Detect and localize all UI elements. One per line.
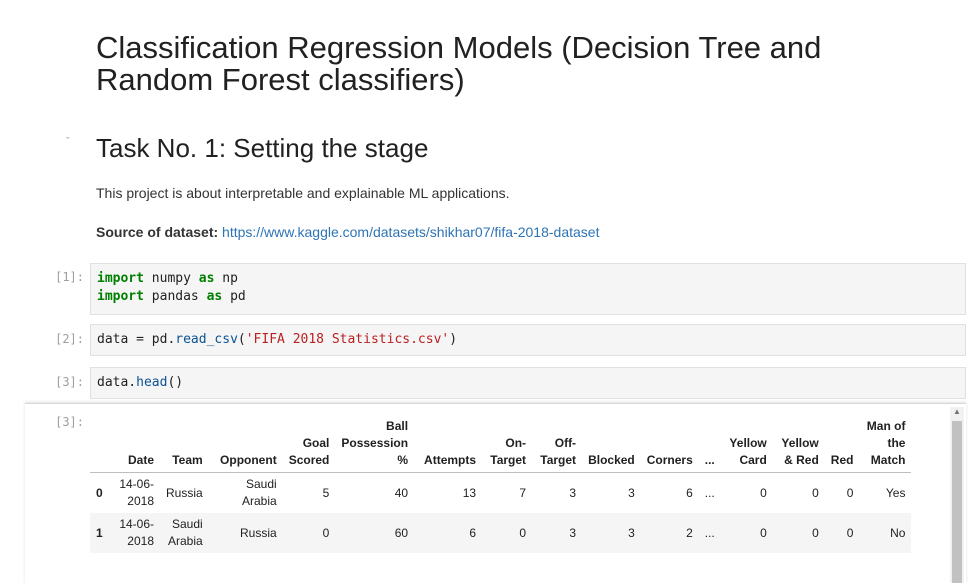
- column-header: Yellow & Red: [781, 436, 819, 467]
- code-cell-3[interactable]: data.head(): [90, 367, 966, 399]
- code-text: ): [449, 332, 458, 347]
- table-cell: Russia: [240, 525, 277, 540]
- table-cell: 3: [569, 485, 577, 500]
- column-header: Goal Scored: [288, 436, 330, 467]
- dataset-link[interactable]: https://www.kaggle.com/datasets/shikhar0…: [222, 224, 600, 240]
- column-header: Corners: [646, 453, 693, 467]
- intro-text: This project is about interpretable and …: [96, 185, 510, 201]
- table-cell: 6: [469, 525, 477, 540]
- table-cell: 2: [686, 525, 693, 540]
- table-cell: No: [890, 525, 906, 540]
- column-header: Opponent: [220, 453, 277, 467]
- table-row: 1 14-06-2018 Saudi Arabia Russia 0 60 6 …: [90, 513, 912, 553]
- code-text: (: [237, 332, 246, 347]
- notebook-title: Classification Regression Models (Decisi…: [96, 30, 822, 97]
- source-label: Source of dataset:: [96, 224, 219, 240]
- section-heading: Task No. 1: Setting the stage: [96, 133, 429, 163]
- output-prompt: [3]:: [55, 415, 84, 429]
- keyword: import: [97, 289, 144, 304]
- column-header: Off-Target: [540, 436, 577, 467]
- column-header: Blocked: [588, 453, 635, 467]
- code-cell-1[interactable]: import numpy as np import pandas as pd: [90, 263, 966, 315]
- table-cell: 0: [812, 485, 819, 500]
- source-line: Source of dataset: https://www.kaggle.co…: [96, 224, 599, 240]
- table-cell: 0: [846, 485, 854, 500]
- table-cell: 3: [569, 525, 577, 540]
- output-area: [25, 403, 966, 584]
- table-cell: 14-06-2018: [119, 517, 154, 548]
- table-cell: ...: [704, 525, 715, 540]
- table-cell: 60: [394, 525, 409, 540]
- code-text: numpy: [143, 271, 199, 286]
- keyword: as: [206, 289, 223, 304]
- table-cell: 13: [462, 485, 477, 500]
- table-cell: Saudi Arabia: [168, 517, 203, 548]
- column-header: On-Target: [490, 436, 527, 467]
- cell-prompt-2: [2]:: [55, 332, 84, 346]
- scrollbar-thumb[interactable]: [952, 421, 962, 583]
- chevron-down-icon[interactable]: ˇ: [66, 136, 70, 148]
- dataframe-table: Date Team Opponent Goal Scored Ball Poss…: [90, 415, 912, 553]
- column-header: Attempts: [424, 453, 477, 467]
- table-cell: 0: [519, 525, 527, 540]
- table-cell: 0: [760, 485, 767, 500]
- table-cell: ...: [704, 485, 715, 500]
- column-header: Yellow Card: [729, 436, 767, 467]
- column-header: Team: [172, 453, 203, 467]
- row-index: 0: [96, 485, 103, 500]
- function-name: head: [136, 375, 168, 390]
- table-cell: 40: [394, 485, 409, 500]
- table-cell: 3: [628, 525, 635, 540]
- column-header: ...: [704, 453, 715, 467]
- scroll-up-arrow-icon[interactable]: ▲: [953, 407, 961, 416]
- code-text: pd: [222, 289, 246, 304]
- cell-prompt-1: [1]:: [55, 270, 84, 284]
- table-cell: Yes: [885, 485, 906, 500]
- column-header: Ball Possession %: [341, 419, 409, 467]
- table-row: 0 14-06-2018 Russia Saudi Arabia 5 40 13…: [90, 472, 912, 513]
- code-text: pandas: [143, 289, 207, 304]
- table-cell: Saudi Arabia: [242, 477, 277, 508]
- code-text: data.: [97, 375, 137, 390]
- code-text: data = pd.: [97, 332, 176, 347]
- code-text: (): [167, 375, 184, 390]
- index-header: [90, 415, 112, 473]
- table-cell: 0: [812, 525, 819, 540]
- row-index: 1: [96, 525, 103, 540]
- column-header: Red: [830, 453, 854, 467]
- function-name: read_csv: [175, 332, 238, 347]
- table-cell: 14-06-2018: [119, 477, 154, 508]
- string-literal: 'FIFA 2018 Statistics.csv': [245, 332, 450, 347]
- table-header-row: Date Team Opponent Goal Scored Ball Poss…: [90, 415, 912, 473]
- keyword: as: [198, 271, 215, 286]
- table-cell: 5: [322, 485, 330, 500]
- cell-prompt-3: [3]:: [55, 375, 84, 389]
- code-text: np: [214, 271, 238, 286]
- table-cell: 3: [628, 485, 635, 500]
- keyword: import: [97, 271, 144, 286]
- table-cell: 6: [686, 485, 693, 500]
- code-cell-2[interactable]: data = pd.read_csv('FIFA 2018 Statistics…: [90, 324, 966, 356]
- table-cell: 0: [322, 525, 330, 540]
- table-cell: 0: [846, 525, 854, 540]
- column-header: Man of the Match: [866, 419, 906, 467]
- table-cell: 0: [760, 525, 767, 540]
- column-header: Date: [127, 453, 154, 467]
- table-cell: Russia: [166, 485, 203, 500]
- table-cell: 7: [519, 485, 527, 500]
